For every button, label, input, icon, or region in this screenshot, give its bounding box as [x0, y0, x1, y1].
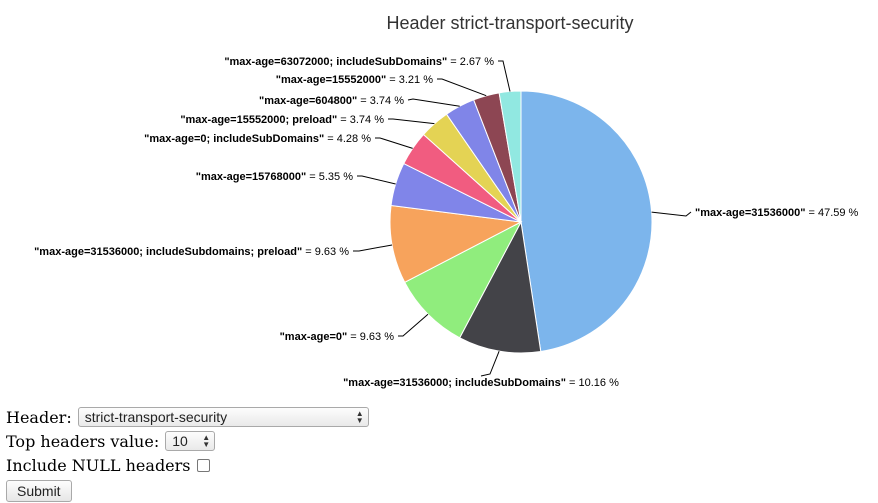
select-arrows-icon: ▲ ▼: [355, 409, 364, 425]
header-form: Header: strict-transport-security ▲ ▼ Top…: [6, 405, 369, 502]
top-headers-label: Top headers value:: [6, 431, 160, 451]
label-connector-line: [480, 350, 500, 377]
include-null-checkbox[interactable]: [196, 458, 210, 472]
pie-chart: Header strict-transport-security "max-ag…: [34, 13, 858, 389]
pie-slice[interactable]: [459, 220, 542, 354]
slice-label-category: "max-age=15768000": [196, 171, 306, 183]
slice-label: "max-age=604800" = 3.74 %: [259, 95, 404, 107]
pie-slice[interactable]: [404, 220, 523, 339]
pie-slice[interactable]: [389, 204, 523, 284]
null-row: Include NULL headers: [6, 453, 369, 477]
label-connector-line: [388, 118, 435, 125]
header-select-value: strict-transport-security: [84, 409, 228, 425]
slice-label-category: "max-age=15552000": [276, 74, 386, 86]
label-connector-line: [498, 60, 511, 92]
slice-label: "max-age=63072000; includeSubDomains" = …: [224, 56, 494, 68]
slice-label-value: = 2.67 %: [447, 56, 494, 68]
header-row: Header: strict-transport-security ▲ ▼: [6, 405, 369, 429]
slice-label-value: = 3.74 %: [357, 95, 404, 107]
pie-slices: [389, 90, 653, 354]
slice-label-category: "max-age=604800": [259, 95, 357, 107]
slice-label-category: "max-age=0; includeSubDomains": [144, 133, 324, 145]
chart-title: Header strict-transport-security: [386, 13, 633, 33]
label-connector-line: [651, 211, 692, 217]
label-connector-line: [375, 137, 413, 149]
top-row: Top headers value: 10 ▲ ▼: [6, 429, 369, 453]
label-connectors: [353, 60, 692, 377]
slice-label: "max-age=15552000; preload" = 3.74 %: [180, 114, 384, 126]
label-connector-line: [407, 98, 460, 107]
slice-label-value: = 10.16 %: [566, 377, 619, 389]
slice-label: "max-age=31536000" = 47.59 %: [695, 207, 859, 219]
top-headers-value: 10: [172, 433, 188, 449]
header-label: Header:: [6, 407, 72, 427]
pie-chart-svg: Header strict-transport-security "max-ag…: [34, 13, 858, 389]
top-headers-select[interactable]: 10 ▲ ▼: [165, 431, 216, 451]
slice-label-category: "max-age=31536000": [695, 207, 805, 219]
label-connector-line: [357, 175, 396, 185]
pie-slice[interactable]: [520, 90, 653, 353]
slice-label: "max-age=0; includeSubDomains" = 4.28 %: [144, 133, 371, 145]
slice-label-category: "max-age=31536000; includeSubDomains": [343, 377, 566, 389]
slice-label-category: "max-age=63072000; includeSubDomains": [224, 56, 447, 68]
slice-label-value: = 9.63 %: [347, 331, 394, 343]
submit-button[interactable]: Submit: [6, 479, 72, 502]
slice-label-value: = 47.59 %: [805, 207, 858, 219]
slice-label-value: = 5.35 %: [306, 171, 353, 183]
slice-label: "max-age=15552000" = 3.21 %: [276, 74, 433, 86]
slice-label-value: = 3.21 %: [386, 74, 433, 86]
select-arrows-icon: ▲ ▼: [202, 433, 211, 449]
slice-label-value: = 3.74 %: [337, 114, 384, 126]
slice-label: "max-age=31536000; includeSubdomains; pr…: [34, 246, 349, 258]
include-null-label: Include NULL headers: [6, 455, 191, 475]
slice-label: "max-age=0" = 9.63 %: [280, 331, 395, 343]
label-connector-line: [398, 313, 429, 337]
slice-label-category: "max-age=15552000; preload": [180, 114, 337, 126]
header-select[interactable]: strict-transport-security ▲ ▼: [77, 407, 369, 427]
label-connector-line: [353, 244, 393, 252]
slice-label-category: "max-age=31536000; includeSubdomains; pr…: [34, 246, 302, 258]
slice-label-category: "max-age=0": [280, 331, 348, 343]
slice-labels: "max-age=31536000" = 47.59 %"max-age=315…: [34, 56, 858, 389]
slice-label: "max-age=15768000" = 5.35 %: [196, 171, 353, 183]
slice-label-value: = 9.63 %: [302, 246, 349, 258]
slice-label: "max-age=31536000; includeSubDomains" = …: [343, 377, 619, 389]
label-connector-line: [437, 78, 487, 97]
slice-label-value: = 4.28 %: [324, 133, 371, 145]
submit-row: Submit: [6, 477, 369, 502]
